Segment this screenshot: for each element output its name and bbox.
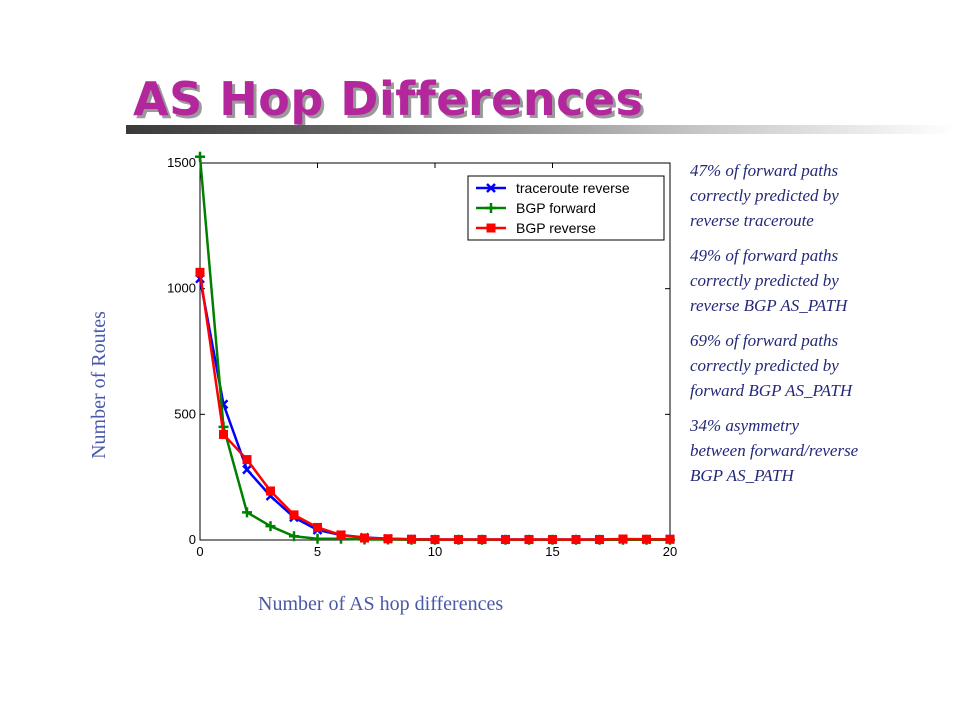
x-tick-label: 10 xyxy=(428,544,442,559)
x-tick-label: 5 xyxy=(314,544,321,559)
data-point xyxy=(454,534,463,544)
y-tick-label: 0 xyxy=(189,532,196,547)
data-point xyxy=(289,510,299,520)
data-point xyxy=(336,530,346,540)
legend-label: traceroute reverse xyxy=(516,180,630,196)
notes-panel: 47% of forward paths correctly predicted… xyxy=(690,158,950,498)
data-point xyxy=(219,429,228,439)
data-point xyxy=(195,267,205,277)
y-tick-label: 1500 xyxy=(167,155,196,170)
data-point xyxy=(571,534,581,544)
legend-label: BGP forward xyxy=(516,200,596,216)
line-chart: 0 5 10 15 20 0 500 1000 1500 traceroute reverse BG… xyxy=(167,151,677,559)
series-line-2 xyxy=(198,272,670,541)
legend-label: BGP reverse xyxy=(516,220,596,236)
title-underline xyxy=(126,125,956,134)
note-reverse-bgp: 49% of forward paths correctly predicted… xyxy=(690,246,848,315)
data-point xyxy=(313,522,322,532)
legend-marker xyxy=(486,183,496,193)
x-tick-label: 15 xyxy=(545,544,559,559)
x-tick-label: 0 xyxy=(196,544,203,559)
data-point xyxy=(595,534,604,544)
data-point xyxy=(383,534,393,544)
data-point xyxy=(242,455,252,465)
data-point xyxy=(501,534,510,544)
data-point xyxy=(618,534,628,544)
x-axis-label: Number of AS hop differences xyxy=(258,593,504,615)
note-forward-bgp: 69% of forward paths correctly predicted… xyxy=(690,331,853,400)
note-traceroute: 47% of forward paths correctly predicted… xyxy=(690,161,839,230)
data-point xyxy=(360,533,369,543)
data-point xyxy=(642,534,651,544)
slide-title: AS Hop Differences xyxy=(133,72,644,126)
data-point xyxy=(548,534,557,544)
data-point xyxy=(477,534,487,544)
data-point xyxy=(665,534,675,544)
data-point xyxy=(407,534,416,544)
data-point xyxy=(242,464,252,475)
y-tick-label: 500 xyxy=(174,406,196,421)
note-asymmetry: 34% asymmetry between forward/reverse BG… xyxy=(690,416,859,485)
data-point xyxy=(430,534,440,544)
legend-marker xyxy=(486,223,496,233)
data-point xyxy=(524,534,534,544)
x-tick-label: 20 xyxy=(663,544,677,559)
y-axis-label: Number of Routes xyxy=(88,311,110,459)
series-line-0 xyxy=(198,278,671,541)
data-point xyxy=(266,486,275,496)
y-tick-label: 1000 xyxy=(167,281,196,296)
